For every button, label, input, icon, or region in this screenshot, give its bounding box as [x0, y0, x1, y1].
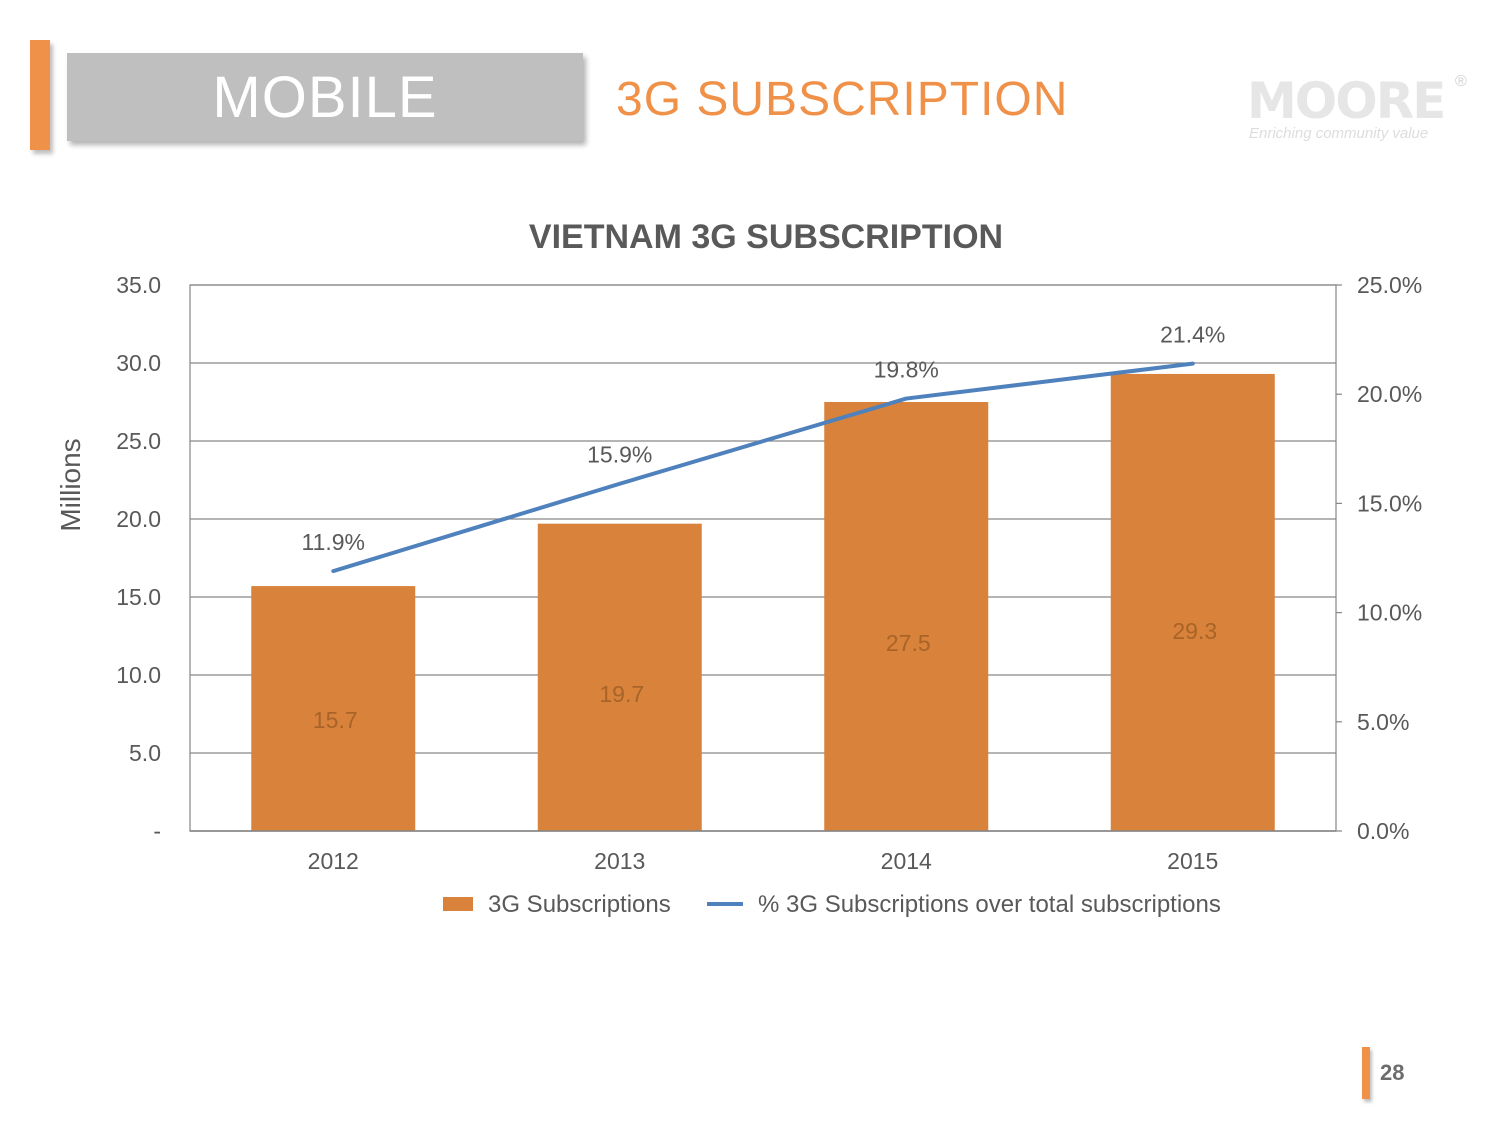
bar-data-label: 27.5	[886, 630, 931, 656]
bar-data-label: 15.7	[313, 707, 358, 733]
y2-tick-label: 5.0%	[1357, 709, 1409, 735]
logo-registered-mark: ®	[1455, 73, 1467, 90]
moore-logo: MOORE ® Enriching community value	[1247, 72, 1467, 142]
logo-wordmark: MOORE	[1247, 72, 1444, 130]
y-axis-label: Millions	[55, 438, 86, 531]
line-data-label: 19.8%	[874, 357, 939, 383]
line-series-pct-3g	[331, 361, 1195, 574]
page-number: 28	[1380, 1060, 1405, 1085]
y2-tick-label: 10.0%	[1357, 600, 1422, 626]
line-data-label: 11.9%	[301, 529, 365, 555]
line-data-label: 21.4%	[1160, 322, 1225, 348]
legend-label-line: % 3G Subscriptions over total subscripti…	[758, 891, 1221, 918]
legend-label-bar: 3G Subscriptions	[488, 891, 671, 918]
y-tick-label: -	[153, 818, 161, 844]
accent-bar	[30, 40, 50, 150]
y2-tick-label: 0.0%	[1357, 818, 1409, 844]
legend-swatch-bar	[443, 897, 473, 911]
y-tick-label: 15.0	[116, 584, 161, 610]
bar-2012	[251, 586, 416, 831]
bar-data-label: 29.3	[1172, 618, 1217, 644]
y2-tick-label: 20.0%	[1357, 381, 1422, 407]
y-tick-label: 20.0	[116, 506, 161, 532]
section-label: MOBILE	[67, 53, 583, 141]
bar-2013	[537, 523, 702, 831]
x-tick-label: 2015	[1167, 848, 1218, 874]
slide-title: 3G SUBSCRIPTION	[616, 73, 1069, 126]
x-tick-label: 2014	[881, 848, 932, 874]
y-tick-label: 25.0	[116, 428, 161, 454]
x-tick-label: 2013	[594, 848, 645, 874]
logo-tagline: Enriching community value	[1249, 125, 1428, 142]
line-data-label: 15.9%	[587, 442, 652, 468]
y-tick-label: 10.0	[116, 662, 161, 688]
y2-tick-label: 15.0%	[1357, 490, 1422, 516]
bar-2014	[824, 402, 989, 831]
chart-title: VIETNAM 3G SUBSCRIPTION	[529, 218, 1003, 256]
y-tick-label: 30.0	[116, 350, 161, 376]
y2-tick-label: 25.0%	[1357, 272, 1422, 298]
page-number-bar	[1362, 1047, 1370, 1099]
y-tick-label: 5.0	[129, 740, 161, 766]
x-tick-label: 2012	[308, 848, 359, 874]
bar-data-label: 19.7	[599, 681, 644, 707]
bar-2015	[1110, 373, 1275, 831]
y-tick-label: 35.0	[116, 272, 161, 298]
